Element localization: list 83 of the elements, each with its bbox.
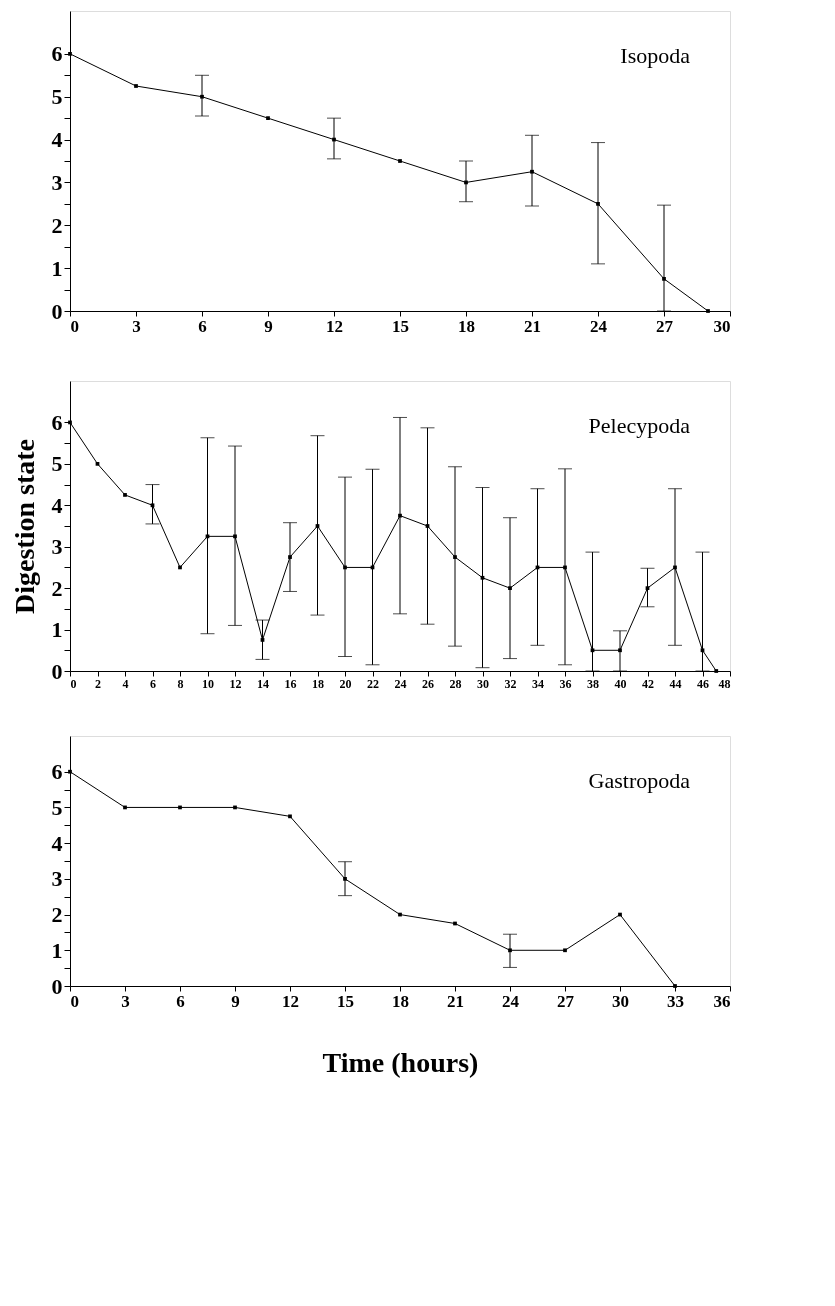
y-tick-label: 1 xyxy=(51,617,63,643)
x-tick-label: 48 xyxy=(718,676,731,691)
point xyxy=(673,984,677,988)
y-tick-label: 5 xyxy=(51,451,63,477)
x-tick-label: 24 xyxy=(502,991,520,1011)
x-tick-label: 18 xyxy=(458,316,475,336)
x-axis-title: Time (hours) xyxy=(322,1046,479,1078)
x-tick-label: 0 xyxy=(70,991,79,1011)
y-tick-label: 6 xyxy=(51,41,63,67)
point xyxy=(706,309,710,313)
x-tick-label: 26 xyxy=(422,676,434,691)
y-tick-label: 4 xyxy=(51,830,63,856)
point xyxy=(288,814,292,819)
x-tick-label: 20 xyxy=(339,676,352,691)
y-tick-label: 3 xyxy=(51,169,63,195)
y-tick-label: 4 xyxy=(51,127,63,153)
y-tick-label: 5 xyxy=(51,794,63,820)
x-tick-label: 2 xyxy=(95,676,101,691)
y-tick-label: 5 xyxy=(51,84,63,110)
annotation: Gastropoda xyxy=(588,768,691,793)
x-tick-label: 32 xyxy=(504,676,517,691)
x-tick-label: 0 xyxy=(70,316,79,336)
point xyxy=(68,769,72,774)
x-tick-label: 30 xyxy=(477,676,489,691)
x-tick-label: 22 xyxy=(367,676,379,691)
x-tick-label: 4 xyxy=(122,676,129,691)
x-tick-label: 14 xyxy=(257,676,269,691)
x-tick-label: 3 xyxy=(132,316,141,336)
x-tick-label: 9 xyxy=(264,316,273,336)
x-tick-label: 8 xyxy=(177,676,184,691)
annotation: Isopoda xyxy=(620,43,691,68)
x-tick-label: 44 xyxy=(669,676,682,691)
x-tick-label: 18 xyxy=(312,676,324,691)
x-tick-label: 6 xyxy=(176,991,185,1011)
x-tick-label: 34 xyxy=(532,676,544,691)
x-tick-label: 40 xyxy=(614,676,627,691)
x-tick-label: 27 xyxy=(656,316,674,336)
y-tick-label: 2 xyxy=(51,902,63,928)
y-tick-label: 4 xyxy=(51,492,63,518)
x-tick-label: 6 xyxy=(150,676,156,691)
point xyxy=(68,51,72,56)
x-tick-label: 42 xyxy=(642,676,654,691)
x-tick-label: 27 xyxy=(557,991,575,1011)
y-tick-label: 6 xyxy=(51,759,63,785)
x-tick-label: 0 xyxy=(70,676,77,691)
x-tick-label: 16 xyxy=(284,676,297,691)
x-tick-label: 24 xyxy=(394,676,407,691)
point xyxy=(398,159,402,163)
y-tick-label: 2 xyxy=(51,575,63,601)
x-tick-label: 6 xyxy=(198,316,207,336)
x-tick-label: 9 xyxy=(231,991,240,1011)
y-tick-label: 2 xyxy=(51,212,63,238)
x-tick-label: 46 xyxy=(697,676,709,691)
x-tick-label: 28 xyxy=(449,676,462,691)
point xyxy=(563,948,567,953)
point xyxy=(134,84,138,88)
y-axis-title: Digestion state xyxy=(8,439,40,614)
x-tick-label: 33 xyxy=(667,991,684,1011)
x-tick-label: 21 xyxy=(447,991,464,1011)
x-tick-label: 21 xyxy=(524,316,541,336)
x-tick-label: 3 xyxy=(121,991,130,1011)
x-tick-label: 18 xyxy=(392,991,409,1011)
annotation: Pelecypoda xyxy=(588,413,691,438)
x-tick-label: 30 xyxy=(713,316,731,336)
point xyxy=(714,669,719,673)
x-tick-label: 12 xyxy=(282,991,299,1011)
x-tick-label: 38 xyxy=(587,676,599,691)
x-tick-label: 36 xyxy=(713,991,731,1011)
y-tick-label: 1 xyxy=(51,937,63,963)
x-tick-label: 15 xyxy=(337,991,354,1011)
y-tick-label: 1 xyxy=(51,255,63,281)
x-tick-label: 12 xyxy=(229,676,242,691)
y-tick-label: 3 xyxy=(51,534,63,560)
x-tick-label: 36 xyxy=(559,676,572,691)
x-tick-label: 10 xyxy=(202,676,214,691)
x-tick-label: 24 xyxy=(590,316,608,336)
y-tick-label: 6 xyxy=(51,409,63,435)
y-tick-label: 3 xyxy=(51,866,63,892)
point xyxy=(266,116,270,121)
point xyxy=(123,493,127,497)
x-tick-label: 15 xyxy=(392,316,409,336)
x-tick-label: 30 xyxy=(612,991,629,1011)
x-tick-label: 12 xyxy=(326,316,343,336)
